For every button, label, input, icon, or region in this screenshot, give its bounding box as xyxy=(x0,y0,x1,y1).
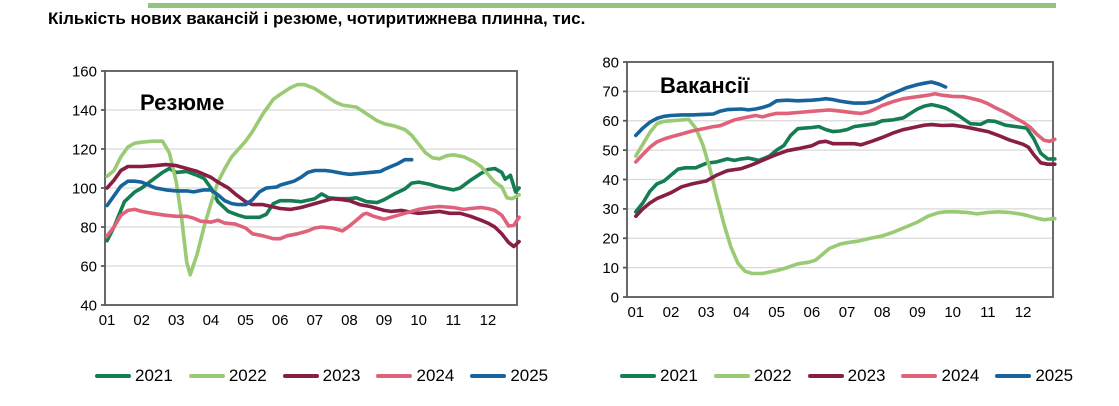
legend-line-swatch xyxy=(995,374,1032,378)
legend-item-2022: 2022 xyxy=(713,366,792,386)
vacancies-chart-legend: 2021 2022 2023 2024 2025 xyxy=(620,366,1089,386)
x-tick-label: 10 xyxy=(410,312,427,329)
y-tick-label: 40 xyxy=(602,172,619,189)
x-tick-label: 03 xyxy=(168,312,185,329)
y-tick-label: 40 xyxy=(80,297,97,314)
x-tick-label: 07 xyxy=(306,312,323,329)
series-2023-line xyxy=(633,122,1057,218)
legend-line-swatch xyxy=(188,374,225,378)
legend-label: 2024 xyxy=(941,366,980,385)
legend-item-2025: 2025 xyxy=(995,366,1073,386)
x-tick-label: 01 xyxy=(99,312,116,329)
legend-line-swatch xyxy=(376,374,413,378)
x-tick-label: 03 xyxy=(698,304,715,321)
y-tick-label: 160 xyxy=(72,63,97,80)
x-tick-label: 11 xyxy=(980,304,996,321)
series-2023-line xyxy=(105,162,521,249)
y-tick-label: 60 xyxy=(602,113,619,130)
x-tick-label: 07 xyxy=(839,304,856,321)
y-tick-label: 140 xyxy=(72,102,97,119)
vacancies-line-chart: 0 10 20 30 40 50 60 70 80 01 02 03 04 05 06 07 08 09 10 11 1… xyxy=(602,54,1057,321)
legend-line-swatch xyxy=(470,374,507,378)
series-2021-line xyxy=(105,166,521,243)
legend-item-2023: 2023 xyxy=(807,366,886,386)
legend-label: 2022 xyxy=(228,366,267,385)
y-tick-label: 30 xyxy=(602,201,619,218)
y-tick-label: 10 xyxy=(602,260,619,277)
x-tick-label: 11 xyxy=(446,312,462,329)
legend-item-2024: 2024 xyxy=(901,366,979,386)
legend-label: 2022 xyxy=(753,366,792,385)
y-tick-label: 120 xyxy=(72,141,97,158)
legend-label: 2025 xyxy=(510,366,549,385)
x-tick-label: 01 xyxy=(627,304,644,321)
x-tick-label: 05 xyxy=(237,312,254,329)
legend-label: 2021 xyxy=(135,366,173,385)
x-tick-label: 09 xyxy=(376,312,393,329)
page-title: Кількість нових вакансій і резюме, чотир… xyxy=(48,9,586,28)
x-tick-label: 04 xyxy=(733,304,750,321)
x-tick-label: 10 xyxy=(944,304,961,321)
top-accent-bar xyxy=(148,3,1056,8)
chart-title: Резюме xyxy=(140,90,224,115)
x-tick-label: 08 xyxy=(341,312,358,329)
legend-item-2023: 2023 xyxy=(282,366,361,386)
legend-item-2021: 2021 xyxy=(620,366,698,386)
legend-line-swatch xyxy=(620,374,656,378)
x-tick-label: 02 xyxy=(663,304,680,321)
y-tick-label: 80 xyxy=(602,54,619,71)
x-tick-label: 06 xyxy=(272,312,289,329)
y-tick-label: 80 xyxy=(80,219,97,236)
series-2021-line xyxy=(633,102,1057,214)
y-tick-label: 70 xyxy=(602,84,619,101)
resumes-chart-legend: 2021 2022 2023 2024 2025 xyxy=(95,366,564,386)
legend-label: 2023 xyxy=(322,366,361,385)
chart-title: Вакансії xyxy=(660,73,750,98)
legend-item-2024: 2024 xyxy=(376,366,454,386)
legend-label: 2024 xyxy=(416,366,455,385)
resumes-line-chart: 40 60 80 100 120 140 160 01 02 03 04 05 06 07 08 09 10 11… xyxy=(72,63,521,329)
legend-line-swatch xyxy=(901,374,938,378)
legend-line-swatch xyxy=(713,374,750,378)
y-tick-label: 100 xyxy=(72,180,97,197)
x-tick-label: 08 xyxy=(874,304,891,321)
legend-label: 2021 xyxy=(660,366,698,385)
legend-label: 2023 xyxy=(847,366,886,385)
legend-line-swatch xyxy=(282,374,319,378)
y-tick-label: 50 xyxy=(602,142,619,159)
y-tick-label: 60 xyxy=(80,258,97,275)
series-2022-line xyxy=(105,82,521,277)
legend-line-swatch xyxy=(807,374,844,378)
series-2024-line xyxy=(105,204,521,241)
x-tick-label: 12 xyxy=(1015,304,1032,321)
y-tick-label: 20 xyxy=(602,231,619,248)
series-2024-line xyxy=(633,91,1057,164)
x-tick-label: 12 xyxy=(480,312,497,329)
series-2022-line xyxy=(633,117,1057,276)
series-2025-line xyxy=(633,80,948,138)
legend-label: 2025 xyxy=(1035,366,1074,385)
x-tick-label: 06 xyxy=(803,304,820,321)
x-tick-label: 02 xyxy=(133,312,150,329)
legend-item-2021: 2021 xyxy=(95,366,173,386)
y-tick-label: 0 xyxy=(611,289,619,306)
legend-item-2022: 2022 xyxy=(188,366,267,386)
x-tick-label: 04 xyxy=(203,312,220,329)
legend-item-2025: 2025 xyxy=(470,366,548,386)
series-2025-line xyxy=(105,157,414,208)
x-tick-label: 05 xyxy=(768,304,785,321)
legend-line-swatch xyxy=(95,374,131,378)
x-tick-label: 09 xyxy=(909,304,926,321)
